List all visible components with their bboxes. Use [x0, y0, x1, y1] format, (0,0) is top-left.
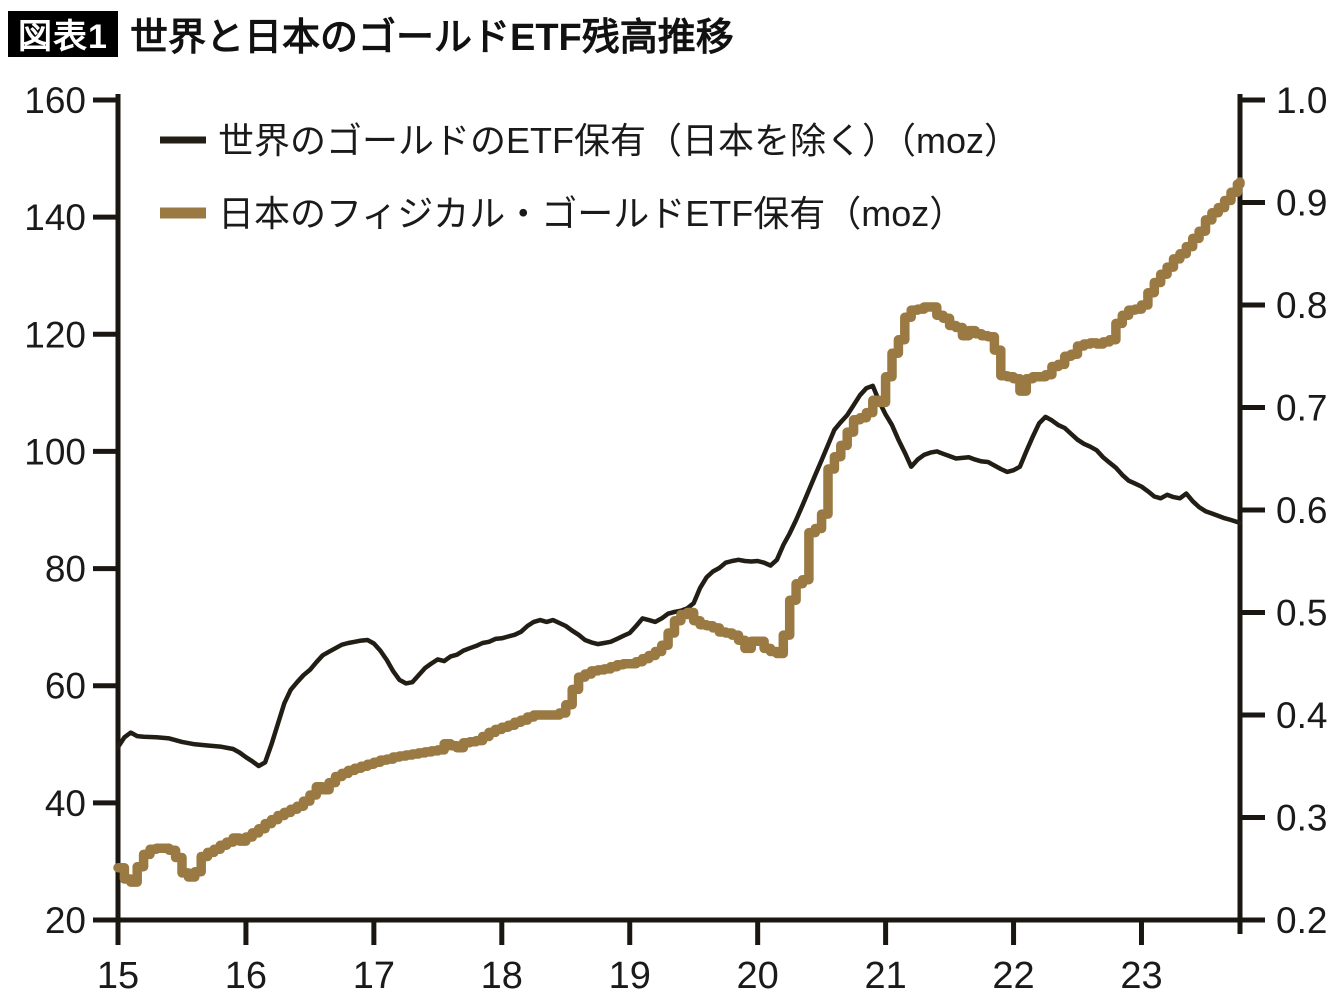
y-axis-right-tick-label: 0.2 [1276, 900, 1327, 941]
y-axis-right-tick-label: 0.3 [1276, 798, 1327, 839]
y-axis-right-tick-label: 0.8 [1276, 285, 1327, 326]
y-axis-left-tick-label: 20 [45, 900, 86, 941]
series-world-gold-etf-line [115, 383, 1243, 769]
y-axis-right-tick-label: 0.7 [1276, 388, 1327, 429]
y-axis-right-tick-label: 1.0 [1276, 80, 1327, 121]
legend-label-world: 世界のゴールドのETF保有（日本を除く）（moz） [218, 120, 1020, 161]
y-axis-right-tick-label: 0.4 [1276, 695, 1327, 736]
x-axis-tick-label: 22 [992, 955, 1034, 997]
x-axis-tick-label: 15 [97, 955, 139, 997]
x-axis-tick-label: 19 [609, 955, 651, 997]
x-axis-tick-label: 23 [1120, 955, 1162, 997]
y-axis-right-tick-label: 0.9 [1276, 183, 1327, 224]
y-axis-left-tick-label: 140 [24, 197, 86, 238]
y-axis-left-tick-label: 100 [24, 431, 86, 472]
y-axis-right-tick-label: 0.5 [1276, 593, 1327, 634]
figure-header: 図表1 世界と日本のゴールドETF残高推移 [8, 6, 734, 61]
x-axis-tick-label: 16 [225, 955, 267, 997]
figure-badge: 図表1 [8, 10, 118, 57]
y-axis-left-tick-label: 60 [45, 666, 86, 707]
legend-label-japan: 日本のフィジカル・ゴールドETF保有（moz） [218, 193, 965, 234]
x-axis-tick-label: 18 [481, 955, 523, 997]
series-japan-gold-etf-line [113, 177, 1245, 887]
chart-title: 世界と日本のゴールドETF残高推移 [130, 17, 734, 59]
y-axis-left-tick-label: 120 [24, 314, 86, 355]
y-axis-left-tick-label: 80 [45, 549, 86, 590]
y-axis-left-tick-label: 40 [45, 783, 86, 824]
y-axis-left-tick-label: 160 [24, 80, 86, 121]
x-axis-tick-label: 17 [353, 955, 395, 997]
y-axis-right-tick-label: 0.6 [1276, 490, 1327, 531]
x-axis-tick-label: 21 [864, 955, 906, 997]
x-axis-tick-label: 20 [737, 955, 779, 997]
